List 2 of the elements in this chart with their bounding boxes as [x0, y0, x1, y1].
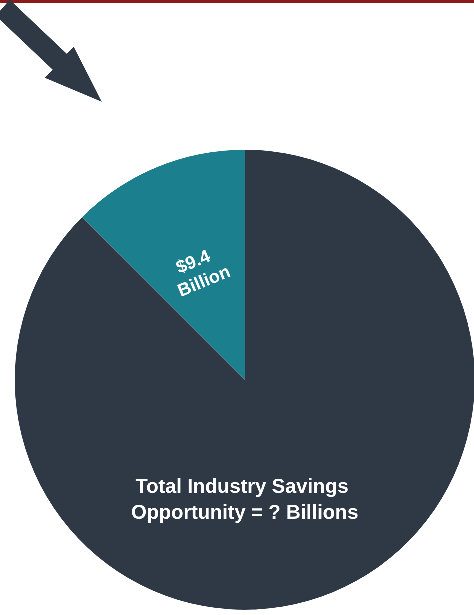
slice-label: $9.4 Billion: [173, 244, 234, 301]
slice-label: Total Industry Savings Opportunity = ? Billions: [131, 476, 359, 524]
